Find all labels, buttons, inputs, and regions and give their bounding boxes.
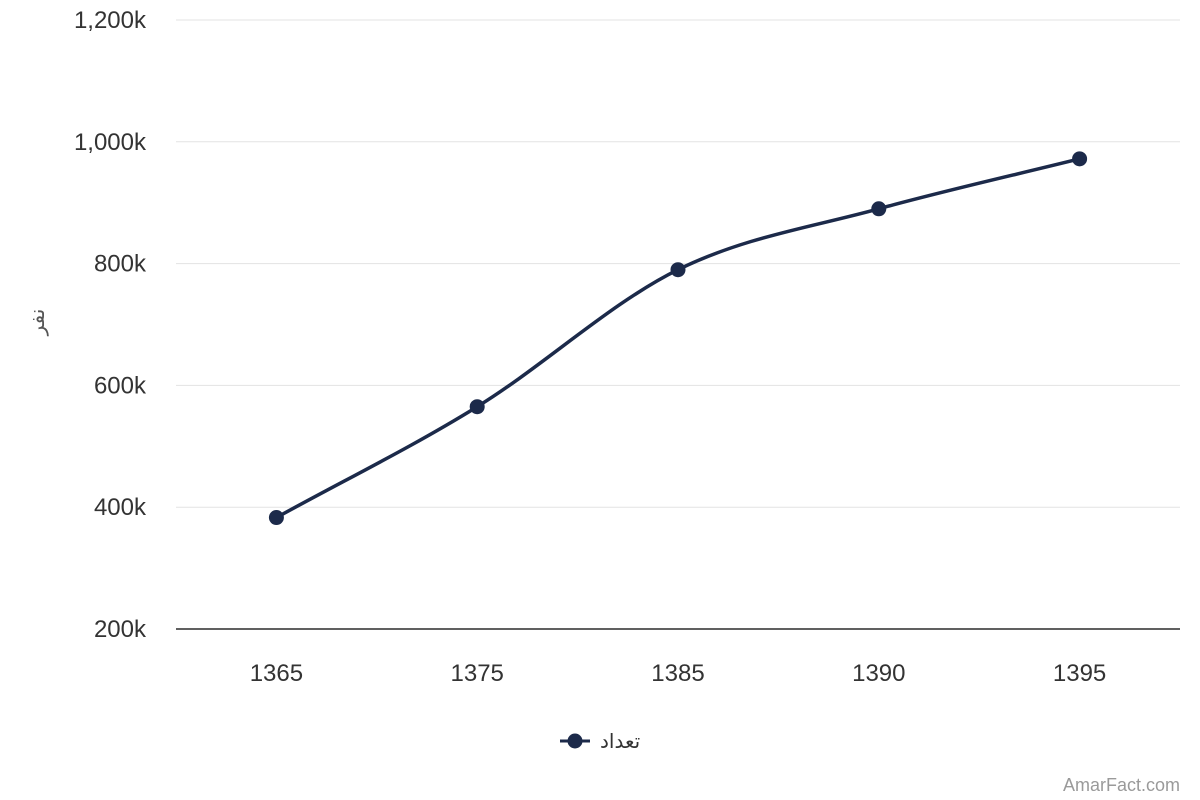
y-axis-title: نفر (25, 309, 49, 337)
x-tick-label: 1365 (250, 660, 303, 687)
y-tick-label: 1,000k (74, 129, 147, 156)
credit-link[interactable]: AmarFact.com (1063, 775, 1180, 795)
series-tedad[interactable] (268, 151, 1088, 526)
x-tick-label: 1395 (1053, 660, 1106, 687)
y-tick-label: 1,200k (74, 7, 147, 34)
y-tick-label: 400k (94, 494, 147, 521)
data-point[interactable] (670, 262, 686, 278)
series-line[interactable] (274, 157, 1082, 520)
y-tick-label: 800k (94, 251, 147, 278)
data-point[interactable] (268, 510, 284, 526)
legend-label-series-0: تعداد (600, 729, 640, 753)
x-axis-ticks: 1365 1375 1385 1390 1395 (250, 660, 1107, 687)
data-point[interactable] (871, 201, 887, 217)
legend-marker (567, 733, 583, 749)
legend[interactable]: تعداد (560, 729, 640, 753)
x-tick-label: 1390 (852, 660, 905, 687)
y-tick-label: 600k (94, 372, 147, 399)
x-tick-label: 1385 (651, 660, 704, 687)
y-axis-ticks: 200k 400k 600k 800k 1,000k 1,200k (74, 7, 147, 643)
x-tick-label: 1375 (451, 660, 504, 687)
data-point[interactable] (1072, 151, 1088, 167)
gridlines (176, 19, 1180, 630)
data-point[interactable] (469, 399, 485, 415)
y-tick-label: 200k (94, 616, 147, 643)
